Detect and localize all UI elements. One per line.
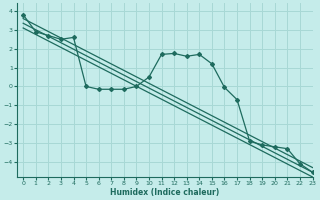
- X-axis label: Humidex (Indice chaleur): Humidex (Indice chaleur): [110, 188, 219, 197]
